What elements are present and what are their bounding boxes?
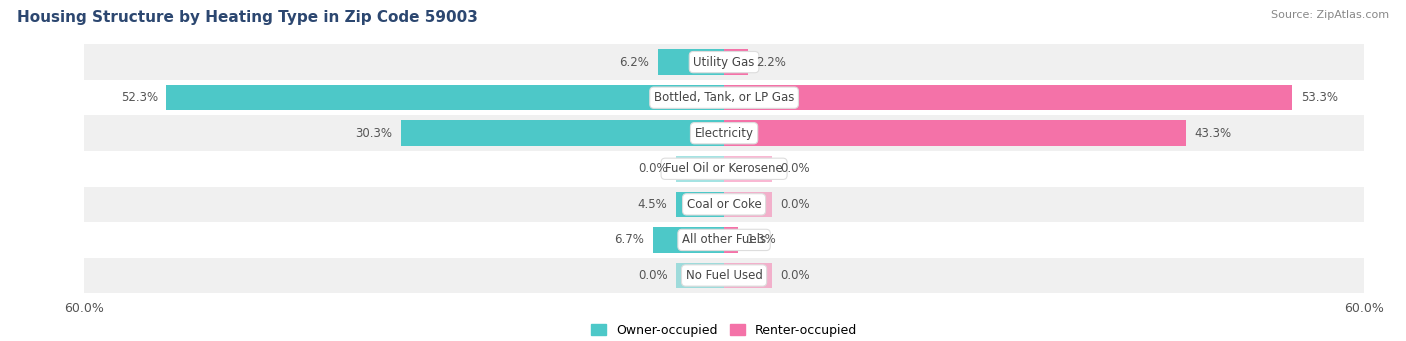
Bar: [84, 187, 1364, 222]
Bar: [84, 116, 1364, 151]
Bar: [166, 85, 724, 110]
Text: No Fuel Used: No Fuel Used: [686, 269, 762, 282]
Bar: [724, 85, 1292, 110]
Bar: [84, 222, 1364, 258]
Text: 43.3%: 43.3%: [1194, 127, 1232, 140]
Text: 53.3%: 53.3%: [1301, 91, 1339, 104]
Bar: [676, 156, 724, 182]
Text: Utility Gas: Utility Gas: [693, 56, 755, 69]
Text: All other Fuels: All other Fuels: [682, 234, 766, 247]
Text: 30.3%: 30.3%: [356, 127, 392, 140]
Bar: [676, 263, 724, 288]
Text: Bottled, Tank, or LP Gas: Bottled, Tank, or LP Gas: [654, 91, 794, 104]
Text: 0.0%: 0.0%: [638, 162, 668, 175]
Text: 52.3%: 52.3%: [121, 91, 157, 104]
Text: Housing Structure by Heating Type in Zip Code 59003: Housing Structure by Heating Type in Zip…: [17, 10, 478, 25]
Bar: [84, 44, 1364, 80]
Bar: [724, 263, 772, 288]
Text: Electricity: Electricity: [695, 127, 754, 140]
Bar: [724, 120, 1185, 146]
Bar: [658, 49, 724, 75]
Bar: [84, 258, 1364, 293]
Bar: [724, 227, 738, 253]
Text: 4.5%: 4.5%: [638, 198, 668, 211]
Bar: [724, 192, 772, 217]
Bar: [401, 120, 724, 146]
Text: Coal or Coke: Coal or Coke: [686, 198, 762, 211]
Bar: [724, 156, 772, 182]
Text: 0.0%: 0.0%: [780, 198, 810, 211]
Text: 0.0%: 0.0%: [780, 269, 810, 282]
Bar: [652, 227, 724, 253]
Text: Fuel Oil or Kerosene: Fuel Oil or Kerosene: [665, 162, 783, 175]
Text: Source: ZipAtlas.com: Source: ZipAtlas.com: [1271, 10, 1389, 20]
Text: 1.3%: 1.3%: [747, 234, 776, 247]
Text: 2.2%: 2.2%: [756, 56, 786, 69]
Text: 0.0%: 0.0%: [638, 269, 668, 282]
Bar: [84, 151, 1364, 187]
Legend: Owner-occupied, Renter-occupied: Owner-occupied, Renter-occupied: [586, 319, 862, 341]
Text: 6.7%: 6.7%: [614, 234, 644, 247]
Bar: [84, 80, 1364, 116]
Text: 6.2%: 6.2%: [620, 56, 650, 69]
Bar: [724, 49, 748, 75]
Bar: [676, 192, 724, 217]
Text: 0.0%: 0.0%: [780, 162, 810, 175]
